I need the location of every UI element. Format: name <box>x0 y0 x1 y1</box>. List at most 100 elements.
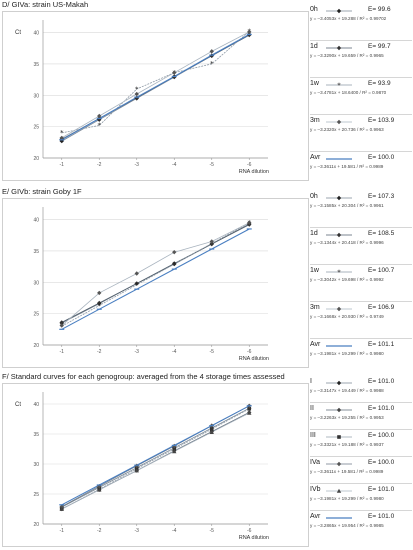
legend-series-name: III <box>310 432 316 439</box>
legend-divider <box>310 114 412 115</box>
legend-equation: y = –3.2263x + 19.255 / R² = 0.9953 <box>310 415 384 420</box>
legend-symbol-icon <box>326 232 352 238</box>
legend-efficiency: E= 100.0 <box>368 459 395 466</box>
y-tick-label: 40 <box>33 218 39 224</box>
x-tick-label: -1 <box>60 528 65 534</box>
x-tick-label: -4 <box>172 528 177 534</box>
chart-title-e: E/ GIVb: strain Goby 1F <box>2 187 82 196</box>
legend-equation: y = –3.3042x + 19.698 / R² = 0.9992 <box>310 277 384 282</box>
legend-symbol-marker: * <box>337 82 341 88</box>
data-point-1w: * <box>210 240 214 248</box>
y-tick-label: 30 <box>33 462 39 468</box>
data-point-1d <box>247 32 252 38</box>
data-point-3m <box>209 239 214 244</box>
y-tick-label: 40 <box>33 402 39 408</box>
legend-item: 3m E= 103.9 y = –3.2320x + 20.736 / R² = 0… <box>310 117 412 154</box>
data-point-avr <box>134 464 140 466</box>
data-point-avr <box>171 75 177 78</box>
legend-symbol-marker <box>336 407 342 413</box>
legend-d: 0h E= 99.6 y = –3.4053x + 19.288 / R² = 0.… <box>310 6 412 206</box>
data-point-avr <box>246 405 252 407</box>
x-tick-label: -3 <box>135 528 140 534</box>
data-point-avr <box>171 444 177 446</box>
legend-symbol-marker <box>336 461 342 467</box>
x-tick-label: -6 <box>247 162 252 168</box>
legend-efficiency: E= 100.7 <box>368 267 395 274</box>
series-line-avr <box>61 228 250 330</box>
data-point-avr <box>246 33 252 36</box>
legend-symbol-marker <box>336 195 342 201</box>
data-point-avr <box>246 228 252 230</box>
legend-item: IVb E= 101.0 y = –3.1981x + 19.299 / R² = … <box>310 486 412 513</box>
x-tick-label: -2 <box>97 528 102 534</box>
y-tick-label: 20 <box>33 343 39 349</box>
y-tick-label: 30 <box>33 280 39 286</box>
legend-series-name: 1w <box>310 80 319 87</box>
y-tick-label: 20 <box>33 156 39 162</box>
legend-series-name: 3m <box>310 117 320 124</box>
y-tick-label: 25 <box>33 312 39 318</box>
legend-series-name: Avr <box>310 513 321 520</box>
data-point-3m <box>134 271 139 276</box>
series-line-avr <box>61 405 250 506</box>
legend-symbol-icon <box>326 195 352 201</box>
legend-equation: y = –3.1981x + 19.299 / R² = 0.9980 <box>310 496 384 501</box>
legend-equation: y = –3.3611x + 19.581 / R² = 0.9989 <box>310 164 384 169</box>
chart-plot-d: 20 25 30 35 40 -1 -2 -3 -4 -5 -6 Ct RNA dilution * * * *… <box>15 20 269 175</box>
x-tick-label: -4 <box>172 162 177 168</box>
chart-title-f: F/ Standard curves for each genogroup: a… <box>2 372 285 381</box>
data-point-ivb <box>97 487 102 492</box>
legend-symbol-marker <box>336 45 342 51</box>
x-tick-label: -1 <box>60 349 65 355</box>
y-tick-label: 35 <box>33 249 39 255</box>
legend-item: 1w * E= 93.9 y = –3.4781x + 18.6400 / R² = … <box>310 80 412 117</box>
data-point-iii <box>209 427 214 431</box>
data-point-1d <box>209 53 214 58</box>
legend-equation: y = –3.4053x + 19.288 / R² = 0.99702 <box>310 16 387 21</box>
legend-series-name: Avr <box>310 341 321 348</box>
legend-series-name: 1d <box>310 43 318 50</box>
data-point-ivb <box>209 429 214 434</box>
y-axis-label: Ct <box>15 30 21 36</box>
legend-item: 1w * E= 100.7 y = –3.3042x + 19.698 / R² = … <box>310 267 412 304</box>
x-tick-label: -6 <box>247 528 252 534</box>
legend-equation: y = –3.3147x + 19.449 / R² = 0.9988 <box>310 388 384 393</box>
data-point-avr <box>209 54 215 56</box>
data-point-ivb <box>59 506 64 511</box>
x-tick-label: -3 <box>135 162 140 168</box>
legend-symbol-icon <box>326 488 352 493</box>
legend-item: II E= 101.0 y = –3.2263x + 19.255 / R² = 0… <box>310 405 412 432</box>
legend-series-name: IVa <box>310 459 320 466</box>
y-axis-label: Ct <box>15 402 21 408</box>
legend-series-name: IVb <box>310 486 321 493</box>
data-point-1d <box>134 95 139 100</box>
legend-item: 3m E= 106.9 y = –3.1668x + 20.930 / R² = 0… <box>310 304 412 341</box>
data-point-1w: * <box>98 302 102 310</box>
legend-divider <box>310 40 412 41</box>
legend-divider <box>310 301 412 302</box>
data-point-1w: * <box>173 260 177 268</box>
series-line-iii <box>61 408 250 510</box>
y-tick-label: 30 <box>33 93 39 99</box>
legend-efficiency: E= 101.0 <box>368 486 395 493</box>
data-point-1w: * <box>60 129 64 137</box>
legend-efficiency: E= 101.1 <box>368 341 395 348</box>
legend-item: IVa E= 100.0 y = –3.3611x + 19.581 / R² = … <box>310 459 412 486</box>
legend-item: III E= 100.0 y = –3.3321x + 19.188 / R² = … <box>310 432 412 459</box>
y-tick-label: 35 <box>33 432 39 438</box>
data-point-3m <box>134 91 139 97</box>
legend-symbol-icon <box>326 45 352 51</box>
data-point-avr <box>59 139 65 141</box>
legend-equation: y = –3.3290x + 19.659 / R² = 0.9965 <box>310 53 384 58</box>
legend-efficiency: E= 107.3 <box>368 193 395 200</box>
data-point-ivb <box>134 468 139 473</box>
legend-efficiency: E= 100.0 <box>368 154 395 161</box>
legend-symbol-icon <box>326 407 352 413</box>
legend-symbol-icon <box>326 435 352 439</box>
data-point-3m <box>172 249 177 255</box>
legend-divider <box>310 77 412 78</box>
legend-symbol-icon <box>326 380 352 386</box>
legend-efficiency: E= 100.0 <box>368 432 395 439</box>
legend-equation: y = –3.2320x + 20.736 / R² = 0.9963 <box>310 127 384 132</box>
